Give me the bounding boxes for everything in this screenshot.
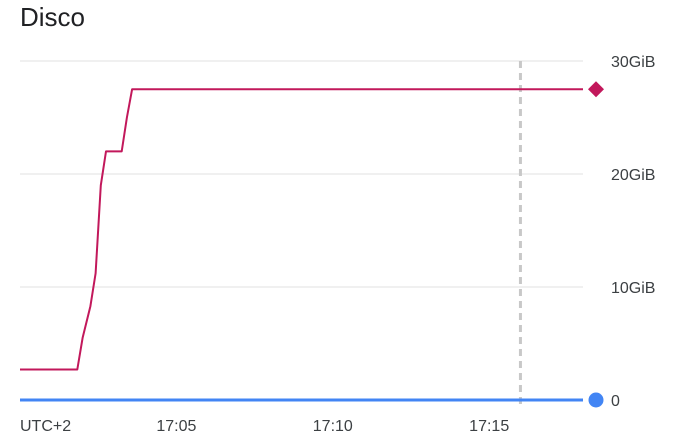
y-tick-label: 20GiB xyxy=(611,167,655,184)
y-tick-label: 0 xyxy=(611,393,620,410)
x-tick-label: 17:05 xyxy=(156,418,196,435)
series-line-1 xyxy=(20,88,583,371)
series-end-marker-circle xyxy=(588,392,604,408)
series-lines xyxy=(20,81,604,408)
chart-title: Disco xyxy=(20,2,86,32)
x-tick-label: 17:10 xyxy=(313,418,353,435)
y-axis-ticks: 0 10GiB 20GiB 30GiB xyxy=(611,54,655,410)
x-tick-label: 17:15 xyxy=(469,418,509,435)
series-end-marker-diamond xyxy=(588,81,604,98)
gridlines xyxy=(20,60,583,288)
y-tick-label: 10GiB xyxy=(611,280,655,297)
y-tick-label: 30GiB xyxy=(611,54,655,71)
x-tick-label: UTC+2 xyxy=(20,418,71,435)
x-axis-ticks: UTC+2 17:05 17:10 17:15 xyxy=(20,418,509,435)
